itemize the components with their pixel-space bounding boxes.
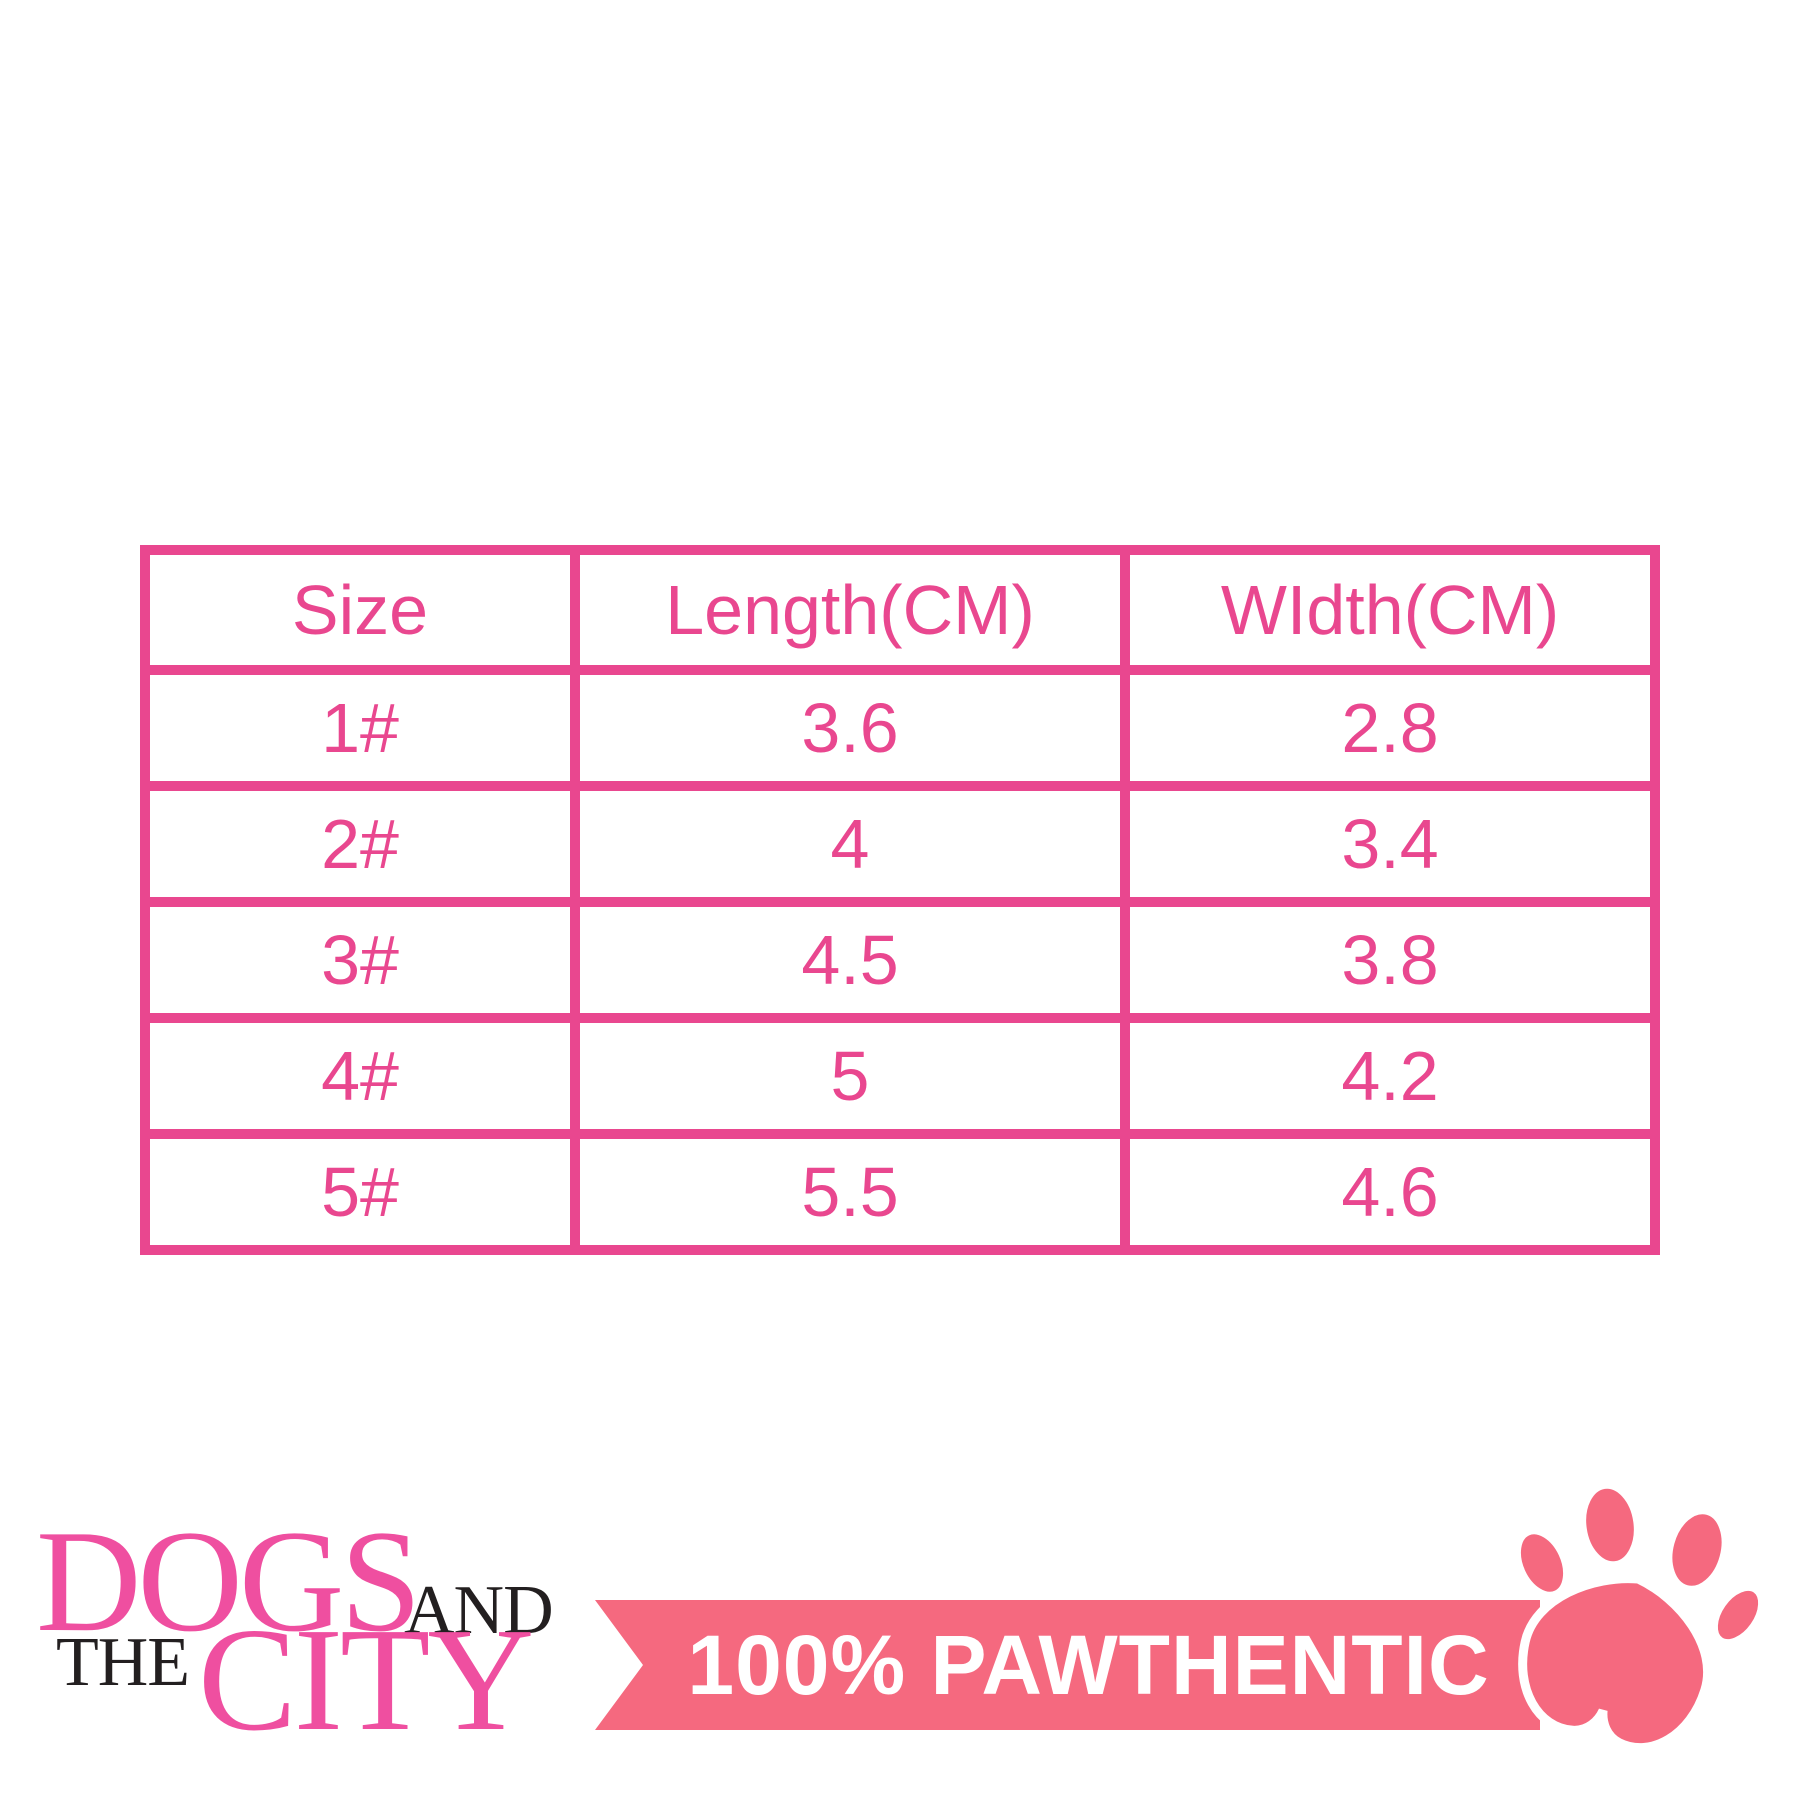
cell-size: 5# [140, 1129, 580, 1255]
cell-width: 3.8 [1120, 897, 1660, 1023]
banner-label: 100% PAWTHENTIC [687, 1617, 1490, 1712]
paw-toe-midleft-icon [1577, 1479, 1643, 1571]
table-row: 5# 5.5 4.6 [140, 1129, 1660, 1255]
table-row: 1# 3.6 2.8 [140, 665, 1660, 791]
cell-width: 3.4 [1120, 781, 1660, 907]
cell-size: 2# [140, 781, 580, 907]
paw-print-icon [1511, 1479, 1768, 1753]
cell-length: 4 [570, 781, 1130, 907]
header-cell-width: WIdth(CM) [1120, 545, 1660, 675]
cell-length: 3.6 [570, 665, 1130, 791]
size-chart-table: Size Length(CM) WIdth(CM) 1# 3.6 2.8 2# … [140, 545, 1660, 1255]
header-cell-length: Length(CM) [570, 545, 1130, 675]
header-cell-size: Size [140, 545, 580, 675]
paw-heart-pad-icon [1518, 1574, 1713, 1753]
cell-length: 5.5 [570, 1129, 1130, 1255]
logo-word-the: THE [56, 1624, 190, 1701]
table-row: 2# 4 3.4 [140, 781, 1660, 907]
paw-toe-midright-icon [1663, 1505, 1731, 1595]
cell-width: 4.2 [1120, 1013, 1660, 1139]
logo-word-city: CITY [198, 1598, 534, 1762]
cell-length: 5 [570, 1013, 1130, 1139]
table-row: 3# 4.5 3.8 [140, 897, 1660, 1023]
cell-width: 4.6 [1120, 1129, 1660, 1255]
table-header-row: Size Length(CM) WIdth(CM) [140, 545, 1660, 675]
pawthentic-ribbon-banner: 100% PAWTHENTIC [595, 1600, 1540, 1730]
table-row: 4# 5 4.2 [140, 1013, 1660, 1139]
cell-size: 3# [140, 897, 580, 1023]
cell-width: 2.8 [1120, 665, 1660, 791]
cell-size: 4# [140, 1013, 580, 1139]
cell-size: 1# [140, 665, 580, 791]
paw-toe-right-icon [1708, 1581, 1768, 1649]
logo-word-and: AND [404, 1572, 554, 1649]
cell-length: 4.5 [570, 897, 1130, 1023]
logo-word-dogs: DOGS [36, 1500, 422, 1662]
